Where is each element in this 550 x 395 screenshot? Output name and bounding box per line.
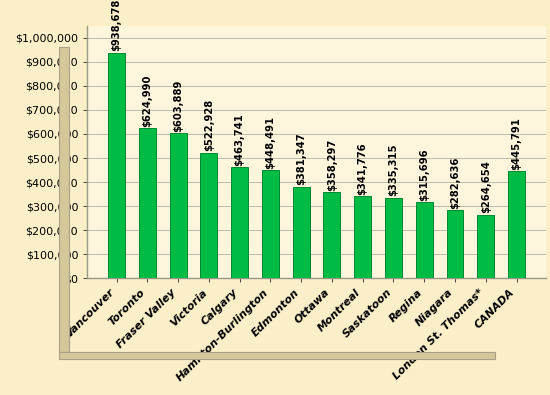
Bar	[447, 210, 464, 278]
Text: $463,741: $463,741	[235, 113, 245, 166]
Text: $448,491: $448,491	[265, 116, 276, 169]
Text: $315,696: $315,696	[419, 149, 429, 201]
Text: $282,636: $282,636	[450, 157, 460, 209]
Bar	[508, 171, 525, 278]
Bar	[477, 214, 494, 278]
Text: $603,889: $603,889	[173, 79, 183, 132]
Bar	[293, 186, 310, 278]
Bar	[139, 128, 156, 278]
Bar	[231, 167, 248, 278]
Text: $381,347: $381,347	[296, 133, 306, 185]
Text: $522,928: $522,928	[204, 99, 214, 151]
Text: $335,315: $335,315	[388, 144, 398, 196]
Bar	[108, 53, 125, 278]
Bar	[354, 196, 371, 278]
Text: $264,654: $264,654	[481, 160, 491, 213]
Text: $624,990: $624,990	[142, 74, 152, 127]
Bar	[416, 202, 433, 278]
Bar	[262, 170, 279, 278]
Bar	[200, 152, 217, 278]
Text: $341,776: $341,776	[358, 142, 367, 195]
Text: $445,791: $445,791	[512, 117, 521, 170]
Text: $358,297: $358,297	[327, 139, 337, 191]
Bar	[323, 192, 340, 278]
Bar	[169, 133, 186, 278]
Bar	[385, 198, 402, 278]
Text: $938,678: $938,678	[112, 0, 122, 51]
